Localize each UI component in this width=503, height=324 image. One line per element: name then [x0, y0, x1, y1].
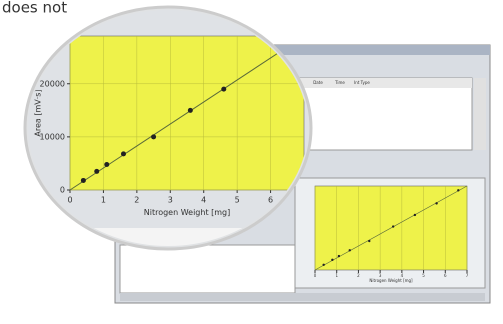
x-tick-label: 7 [466, 273, 469, 278]
data-point [338, 255, 340, 257]
data-point [104, 162, 109, 167]
table-header-cell: Time [334, 80, 345, 85]
x-tick-label: 0 [67, 196, 72, 205]
data-point [94, 169, 99, 174]
y-tick-label: 0 [60, 186, 65, 195]
data-point [435, 202, 437, 204]
data-point [414, 214, 416, 216]
x-tick-label: 2 [134, 196, 139, 205]
table-header-cell: Date [313, 80, 323, 85]
y-axis-label: Area [mV·s] [34, 89, 43, 136]
caption: does not [2, 0, 67, 17]
x-tick-label: 6 [268, 196, 273, 205]
x-tick-label: 3 [168, 196, 173, 205]
data-point [151, 134, 156, 139]
data-point [368, 240, 370, 242]
y-tick-label: 20000 [40, 79, 65, 88]
page: {"caption_fragment": "does not", "table_… [0, 0, 503, 324]
data-point [121, 151, 126, 156]
y-tick-label: 10000 [40, 132, 65, 141]
data-point [221, 87, 226, 92]
x-tick-label: 6 [444, 273, 447, 278]
x-axis-label: Nitrogen Weight [mg] [369, 278, 413, 283]
x-tick-label: 4 [201, 196, 206, 205]
x-axis-label: Nitrogen Weight [mg] [144, 208, 231, 217]
x-tick-label: 0 [314, 273, 317, 278]
data-point [322, 264, 324, 266]
data-point [81, 178, 86, 183]
data-point [188, 108, 193, 113]
table-header: Date Time Int Type [313, 80, 370, 85]
x-tick-label: 1 [101, 196, 106, 205]
data-point [331, 259, 333, 261]
x-tick-label: 5 [235, 196, 240, 205]
table-header-cell: Int Type [354, 80, 370, 85]
zoom-chart: 0 1 2 3 4 5 6 0 10000 20000 Nitrogen Weight [mg] Ar… [34, 36, 305, 217]
screenshot: does not Date Time Int Type 0 1 2 3 4 5 6 7 Nitrog… [0, 0, 503, 324]
x-tick-label: 1 [335, 273, 338, 278]
data-point [392, 225, 394, 227]
data-point [349, 249, 351, 251]
data-point [457, 189, 459, 191]
x-tick-label: 5 [422, 273, 425, 278]
